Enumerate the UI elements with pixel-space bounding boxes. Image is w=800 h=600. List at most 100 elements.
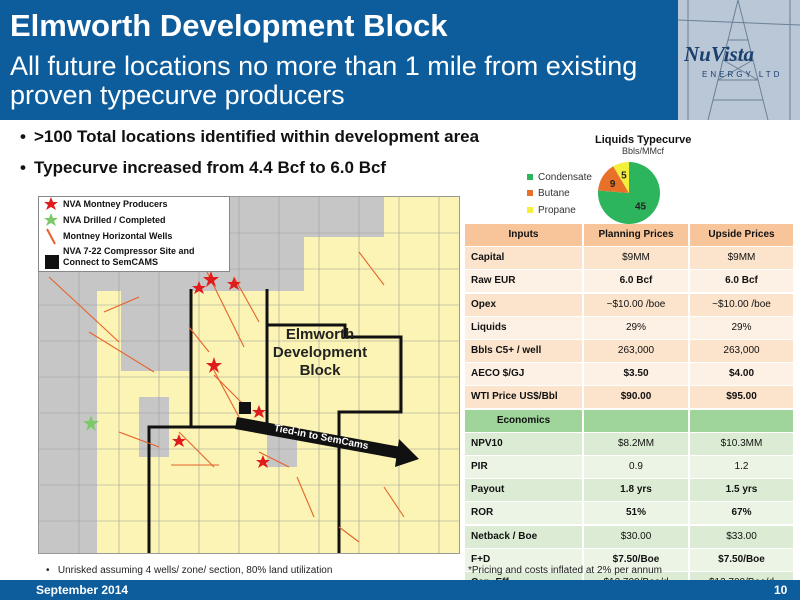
legend-item-wells: Montney Horizontal Wells [63, 231, 173, 241]
table-cell: 0.9 [584, 456, 688, 478]
green-drilled-star [83, 415, 99, 431]
tower-background-icon [678, 0, 800, 120]
pie-data-label: 45 [635, 202, 647, 213]
development-block-outline [147, 289, 403, 553]
legend-swatch [527, 207, 533, 214]
table-cell: $9MM [584, 247, 688, 270]
green-star-icon [44, 213, 58, 226]
slide-title: Elmworth Development Block [10, 8, 448, 43]
table-cell: Inputs [465, 224, 582, 246]
pie-slice-propane [613, 162, 629, 193]
bullet-text: >100 Total locations identified within d… [34, 127, 480, 146]
table-cell: 51% [584, 502, 688, 525]
legend-swatch [527, 190, 533, 197]
table-row: PIR 0.9 1.2 [465, 456, 793, 478]
table-cell: $33.00 [690, 525, 793, 548]
logo-subtext: ENERGY LTD [702, 70, 783, 79]
company-logo: NuVista ENERGY LTD [678, 0, 800, 120]
pie-unit: Bbls/MMcf [622, 146, 665, 156]
slide-subtitle: All future locations no more than 1 mile… [10, 51, 638, 110]
table-cell: Opex [465, 293, 582, 316]
table-cell [584, 409, 688, 432]
table-cell: WTI Price US$/Bbl [465, 386, 582, 409]
table-row: Liquids 29% 29% [465, 316, 793, 339]
table-cell: Upside Prices [690, 224, 793, 246]
logo-wordmark: NuVista [684, 42, 755, 66]
table-cell: Liquids [465, 316, 582, 339]
table-cell: $95.00 [690, 386, 793, 409]
compressor-icon [45, 255, 59, 269]
footer-date: September 2014 [36, 583, 129, 597]
pie-data-label: 9 [610, 179, 616, 190]
bullet-dot: • [20, 127, 26, 146]
pie-data-label: 5 [621, 170, 627, 181]
table-cell: AECO $/GJ [465, 363, 582, 386]
table-cell: 263,000 [690, 340, 793, 362]
table-header-row: Inputs Planning Prices Upside Prices [465, 224, 793, 246]
pie-legend-condensate: Condensate [527, 172, 592, 183]
table-cell: ~$10.00 /boe [690, 293, 793, 316]
table-row: Opex ~$10.00 /boe ~$10.00 /boe [465, 293, 793, 316]
footnote-left: • Unrisked assuming 4 wells/ zone/ secti… [46, 565, 333, 576]
table-cell: 263,000 [584, 340, 688, 362]
table-cell: 29% [690, 316, 793, 339]
table-cell: $4.00 [690, 363, 793, 386]
tie-in-arrow [235, 417, 419, 467]
table-cell: Bbls C5+ / well [465, 340, 582, 362]
footnote-right: *Pricing and costs inflated at 2% per an… [468, 565, 662, 576]
table-cell: $7.50/Boe [690, 548, 793, 571]
table-row: F+D $7.50/Boe $7.50/Boe [465, 548, 793, 571]
bullet-dot: • [20, 158, 26, 177]
horizontal-wells [48, 251, 405, 543]
table-cell: F+D [465, 548, 582, 571]
table-cell: ROR [465, 502, 582, 525]
table-cell: $9MM [690, 247, 793, 270]
table-cell: Capital [465, 247, 582, 270]
bullet-locations: • >100 Total locations identified within … [20, 127, 479, 147]
table-row: Netback / Boe $30.00 $33.00 [465, 525, 793, 548]
slide-footer: September 2014 10 [0, 580, 800, 600]
table-cell: 1.2 [690, 456, 793, 478]
table-cell [690, 409, 793, 432]
legend-item-drilled: NVA Drilled / Completed [63, 215, 166, 225]
table-cell: 1.8 yrs [584, 479, 688, 502]
table-row: WTI Price US$/Bbl $90.00 $95.00 [465, 386, 793, 409]
table-cell: ~$10.00 /boe [584, 293, 688, 316]
table-cell: $90.00 [584, 386, 688, 409]
table-row: AECO $/GJ $3.50 $4.00 [465, 363, 793, 386]
table-cell: Raw EUR [465, 270, 582, 293]
table-cell: $3.50 [584, 363, 688, 386]
legend-item-producers: NVA Montney Producers [63, 199, 168, 209]
table-cell: $8.2MM [584, 432, 688, 455]
liquids-pie-chart: 45 95 [598, 162, 660, 224]
table-row: Capital $9MM $9MM [465, 247, 793, 270]
table-row: Bbls C5+ / well 263,000 263,000 [465, 340, 793, 362]
table-cell: NPV10 [465, 432, 582, 455]
page-number: 10 [774, 583, 788, 597]
economics-header-row: Economics [465, 409, 793, 432]
table-cell: 67% [690, 502, 793, 525]
table-row: Payout 1.8 yrs 1.5 yrs [465, 479, 793, 502]
pie-slice-butane [598, 166, 629, 193]
legend-swatch [527, 174, 533, 181]
map-legend: NVA Montney Producers NVA Drilled / Comp… [38, 196, 230, 272]
pie-legend-propane: Propane [527, 205, 576, 216]
table-cell: $30.00 [584, 525, 688, 548]
orange-line-icon [46, 228, 56, 245]
table-cell: 6.0 Bcf [584, 270, 688, 293]
table-cell: Planning Prices [584, 224, 688, 246]
red-star-icon [44, 197, 58, 210]
table-cell: Netback / Boe [465, 525, 582, 548]
legend-icons [44, 197, 59, 269]
table-row: ROR 51% 67% [465, 502, 793, 525]
table-cell: PIR [465, 456, 582, 478]
pie-title: Liquids Typecurve [595, 134, 692, 146]
bullet-text: Typecurve increased from 4.4 Bcf to 6.0 … [34, 158, 387, 177]
block-label: Elmworth Development Block [272, 326, 368, 379]
table-row: NPV10 $8.2MM $10.3MM [465, 432, 793, 455]
table-cell: Economics [465, 409, 582, 432]
table-cell: 29% [584, 316, 688, 339]
table-cell: 1.5 yrs [690, 479, 793, 502]
table-cell: $10.3MM [690, 432, 793, 455]
montney-producers [172, 271, 270, 468]
